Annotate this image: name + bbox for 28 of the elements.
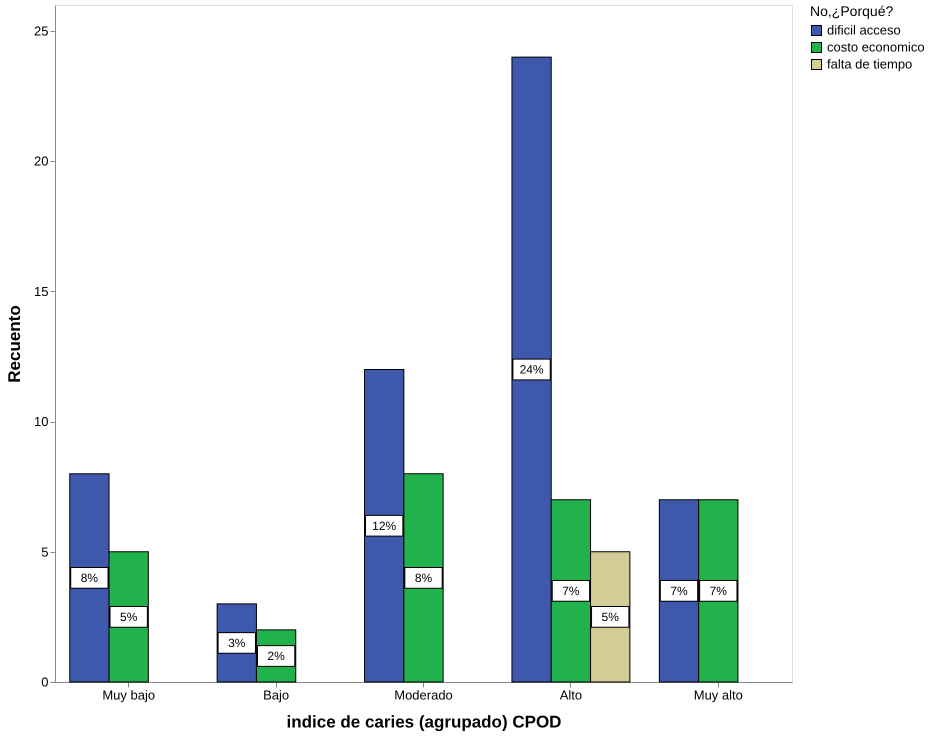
data-label: 7%: [710, 584, 728, 598]
legend-label: dificil acceso: [827, 22, 901, 38]
y-tick-label: 5: [41, 544, 48, 560]
data-label: 8%: [414, 570, 432, 585]
x-tick-label: Alto: [560, 688, 582, 702]
y-tick-label: 0: [41, 674, 48, 690]
legend-title: No,¿Porqué?: [810, 3, 894, 19]
legend-label: falta de tiempo: [827, 56, 912, 72]
data-label: 2%: [267, 648, 286, 663]
y-axis-title: Recuento: [5, 305, 24, 383]
data-label: 24%: [520, 362, 544, 377]
data-label: 12%: [372, 518, 397, 533]
y-tick-label: 25: [34, 24, 48, 39]
data-label: 5%: [602, 610, 620, 624]
data-label: 3%: [228, 636, 246, 650]
data-label: 5%: [120, 610, 138, 624]
x-tick-label: Moderado: [394, 688, 453, 702]
y-tick-label: 20: [34, 154, 48, 169]
data-label: 8%: [80, 570, 98, 585]
data-label: 7%: [670, 584, 688, 598]
data-label: 7%: [562, 584, 580, 598]
x-tick-label: Bajo: [263, 688, 290, 702]
x-tick-label: Muy bajo: [102, 688, 156, 702]
legend-label: costo economico: [827, 40, 925, 54]
x-tick-label: Muy alto: [694, 688, 743, 702]
y-tick-label: 15: [34, 284, 48, 299]
y-tick-label: 10: [34, 414, 48, 430]
x-axis-title: indice de caries (agrupado) CPOD: [286, 712, 562, 732]
